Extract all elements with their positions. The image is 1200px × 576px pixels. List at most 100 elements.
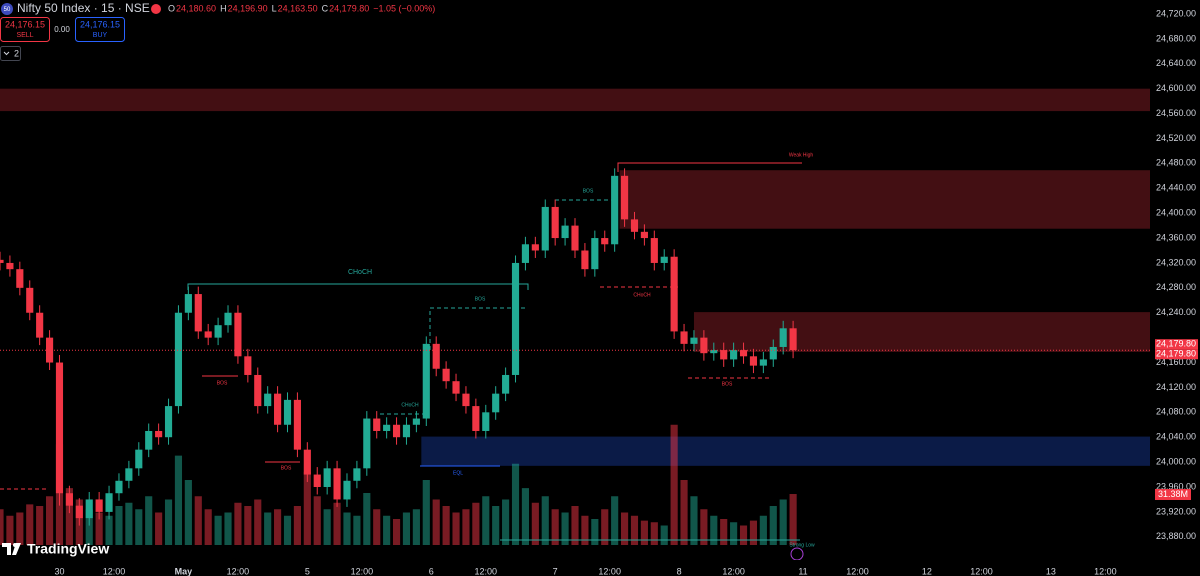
sell-button[interactable] bbox=[0, 17, 50, 42]
candle-body bbox=[155, 430, 163, 438]
volume-bar bbox=[313, 496, 321, 545]
volume-bar bbox=[224, 512, 232, 545]
x-tick-label: 12:00 bbox=[1094, 566, 1117, 576]
volume-bar bbox=[759, 515, 767, 545]
ohlc-key: L bbox=[272, 3, 277, 13]
volume-bar bbox=[264, 512, 272, 545]
chevron bbox=[3, 51, 10, 56]
annotation: Strong Low bbox=[789, 542, 815, 548]
candle-body bbox=[313, 474, 321, 488]
volume-bar bbox=[125, 502, 133, 545]
volume-bar bbox=[204, 509, 212, 545]
y-tick-label: 24,600.00 bbox=[1156, 83, 1196, 93]
market-status bbox=[151, 4, 161, 14]
volume-bar bbox=[720, 519, 728, 545]
candle-body bbox=[521, 244, 529, 263]
candle-body bbox=[759, 359, 767, 366]
y-tick-label: 24,560.00 bbox=[1156, 108, 1196, 118]
volume-bar bbox=[373, 509, 381, 545]
last-price-tag bbox=[1155, 339, 1198, 350]
ohlc-key: C bbox=[322, 3, 329, 13]
y-tick-label: 24,400.00 bbox=[1156, 208, 1196, 218]
candle-body bbox=[502, 374, 510, 394]
candle-body bbox=[442, 368, 450, 382]
volume-pane bbox=[0, 424, 797, 545]
volume-bar bbox=[16, 512, 24, 545]
volume-bar bbox=[749, 520, 758, 545]
candle-body bbox=[383, 424, 391, 431]
time-axis bbox=[0, 560, 1200, 576]
annotation: CHoCH bbox=[348, 269, 372, 276]
candle-body bbox=[541, 206, 549, 251]
candle-body bbox=[95, 499, 103, 512]
candle-body bbox=[0, 259, 4, 263]
volume-bar bbox=[422, 480, 430, 545]
candle-body bbox=[363, 418, 371, 469]
volume-bar bbox=[174, 455, 183, 545]
candle-body bbox=[65, 493, 73, 506]
indicator-toggle[interactable] bbox=[0, 46, 21, 61]
candle-body bbox=[46, 337, 54, 363]
candle-body bbox=[422, 343, 430, 419]
last-price-tag bbox=[1155, 349, 1198, 360]
sell-label: SELL bbox=[16, 32, 33, 39]
x-tick-label: May bbox=[175, 566, 193, 576]
candle-body bbox=[16, 269, 24, 288]
x-tick-label: 12 bbox=[922, 566, 932, 576]
candle-body bbox=[333, 468, 341, 500]
annotation: BOS bbox=[281, 465, 292, 471]
x-tick-label: 12:00 bbox=[227, 566, 250, 576]
volume-bar bbox=[293, 506, 301, 545]
candle-body bbox=[55, 362, 64, 494]
x-tick-label: 5 bbox=[305, 566, 310, 576]
volume-bar bbox=[164, 499, 173, 545]
annotation: EQL bbox=[453, 470, 463, 476]
volume-bar bbox=[730, 522, 738, 545]
candle-body bbox=[373, 418, 381, 431]
candle-body bbox=[700, 337, 708, 354]
candle-body bbox=[343, 480, 351, 500]
y-tick-label: 24,120.00 bbox=[1156, 382, 1196, 392]
plot-background bbox=[0, 88, 1151, 466]
volume-bar bbox=[591, 519, 599, 545]
candle-body bbox=[561, 225, 569, 239]
change: −1.05 (−0.00%) bbox=[373, 3, 435, 13]
candle-body bbox=[551, 206, 559, 239]
volume-bar bbox=[155, 512, 163, 545]
volume-bar bbox=[36, 506, 44, 545]
candle-body bbox=[145, 430, 153, 450]
x-tick-label: 30 bbox=[54, 566, 64, 576]
ohlc-value: 24,163.50 bbox=[278, 3, 318, 13]
zone bbox=[693, 312, 1150, 352]
candle-body bbox=[204, 331, 212, 338]
x-tick-label: 12:00 bbox=[722, 566, 745, 576]
volume-bar bbox=[323, 509, 331, 545]
x-tick-label: 12:00 bbox=[598, 566, 621, 576]
candle-body bbox=[303, 449, 311, 475]
candle-body bbox=[531, 244, 539, 251]
candle-body bbox=[650, 238, 658, 263]
candle-body bbox=[26, 287, 34, 313]
buy-button[interactable] bbox=[75, 17, 125, 42]
volume-bar bbox=[363, 493, 371, 545]
y-tick-label: 24,080.00 bbox=[1156, 407, 1196, 417]
volume-bar bbox=[343, 512, 351, 545]
symbol-title[interactable]: Nifty 50 Index · 15 · NSE bbox=[17, 1, 150, 15]
flash-icon[interactable] bbox=[790, 547, 804, 561]
volume-bar bbox=[303, 471, 311, 545]
candle-body bbox=[323, 468, 331, 488]
volume-bar bbox=[690, 496, 698, 545]
volume-bar bbox=[640, 520, 648, 545]
volume-bar bbox=[85, 509, 93, 545]
candle-body bbox=[293, 399, 301, 450]
y-tick-label: 24,640.00 bbox=[1156, 58, 1196, 68]
annotation: BOS bbox=[217, 380, 228, 386]
y-tick-label: 24,040.00 bbox=[1156, 432, 1196, 442]
volume-bar bbox=[46, 496, 54, 545]
candle-body bbox=[214, 325, 222, 338]
candle-body bbox=[779, 328, 787, 347]
volume-bar bbox=[581, 515, 589, 545]
volume-bar bbox=[472, 502, 480, 545]
x-tick-label: 13 bbox=[1046, 566, 1056, 576]
volume-bar bbox=[402, 512, 411, 545]
